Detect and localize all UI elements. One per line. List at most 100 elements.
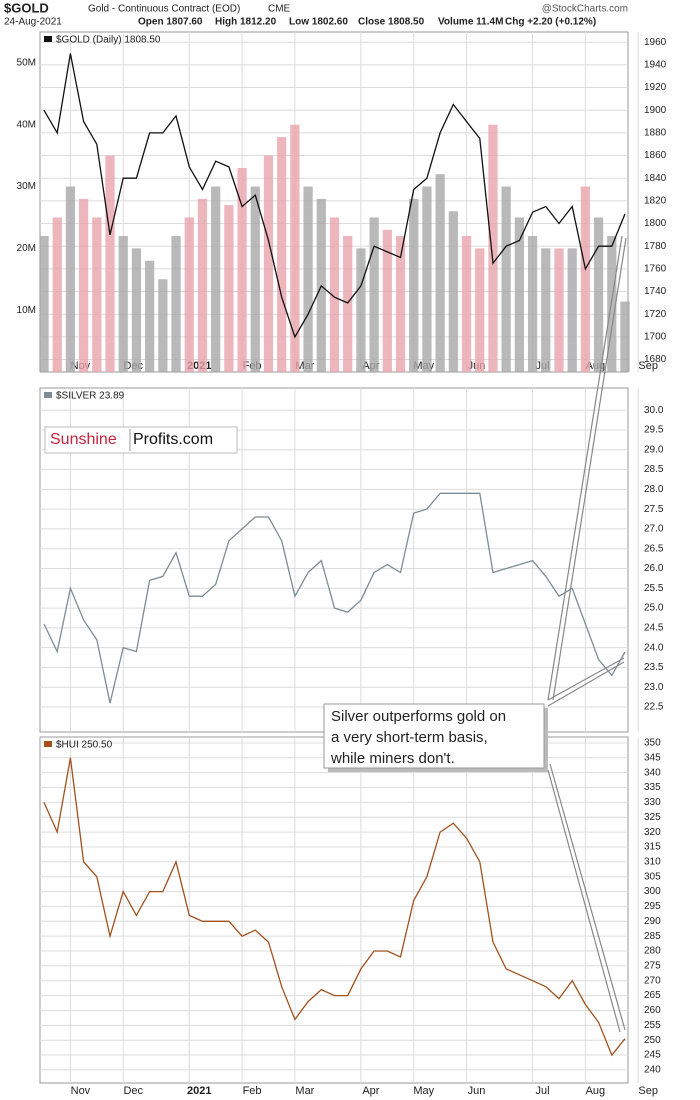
y-tick-label: 1680 — [644, 354, 667, 365]
y-tick-label: 1780 — [644, 241, 667, 252]
y-tick-label: 1880 — [644, 128, 667, 139]
y-tick-label: 1820 — [644, 196, 667, 207]
volume-tick-label: 30M — [17, 181, 36, 192]
x-tick-label: Aug — [586, 1085, 606, 1097]
volume-bar — [145, 260, 155, 372]
y-tick-label: 1720 — [644, 309, 667, 320]
volume-bar — [527, 236, 538, 372]
y-tick-label: 1700 — [644, 332, 667, 343]
symbol: $GOLD — [4, 0, 49, 15]
volume-bar — [237, 168, 247, 372]
y-tick-label: 24.5 — [644, 623, 664, 634]
volume-bar — [329, 217, 340, 372]
y-tick-label: 1800 — [644, 218, 667, 229]
volume-bar — [65, 186, 76, 372]
volume-bar — [250, 186, 260, 372]
y-tick-label: 28.0 — [644, 484, 664, 495]
price-line — [43, 492, 626, 704]
volume-bar — [118, 236, 128, 372]
x-tick-label: Sep — [638, 360, 658, 372]
high: High 1812.20 — [215, 17, 277, 28]
volume-tick-label: 40M — [17, 119, 36, 130]
y-tick-label: 29.0 — [644, 444, 664, 455]
volume-bar — [409, 198, 419, 372]
volume-bar — [514, 217, 524, 372]
price-line — [43, 757, 626, 1057]
volume-bar — [541, 248, 551, 372]
y-tick-label: 300 — [644, 886, 661, 897]
legend-swatch — [44, 392, 52, 398]
y-tick-label: 27.0 — [644, 524, 664, 535]
pane-frame — [39, 736, 629, 1084]
volume-tick-label: 50M — [17, 58, 36, 69]
y-tick-label: 28.5 — [644, 464, 664, 475]
volume-bar — [580, 186, 591, 372]
y-tick-label: 1840 — [644, 173, 667, 184]
legend-label: $SILVER 23.89 — [56, 391, 125, 402]
x-tick-label: Apr — [362, 1085, 379, 1097]
y-tick-label: 25.5 — [644, 583, 664, 594]
pointer — [552, 237, 627, 701]
volume-bar — [395, 236, 406, 372]
volume-bar — [52, 217, 62, 372]
x-tick-label: 2021 — [187, 1085, 211, 1097]
volume-bar — [501, 186, 511, 372]
y-tick-label: 1940 — [644, 60, 667, 71]
y-tick-label: 280 — [644, 946, 661, 957]
annotation-line: Silver outperforms gold on — [331, 708, 506, 725]
pointer — [547, 657, 625, 701]
y-tick-label: 330 — [644, 797, 661, 808]
y-tick-label: 29.5 — [644, 425, 664, 436]
date: 24-Aug-2021 — [4, 17, 62, 28]
volume-bar — [131, 248, 142, 372]
legend-swatch — [44, 36, 52, 42]
annotation-line: while miners don't. — [330, 750, 455, 767]
volume-bar — [567, 248, 577, 372]
y-tick-label: 290 — [644, 916, 661, 927]
y-tick-label: 1900 — [644, 105, 667, 116]
pointer — [549, 763, 626, 1031]
y-tick-label: 255 — [644, 1020, 661, 1031]
volume-bar — [461, 236, 472, 372]
y-tick-label: 260 — [644, 1005, 661, 1016]
x-tick-label: Jun — [468, 1085, 486, 1097]
x-tick-label: Sep — [638, 1085, 658, 1097]
y-tick-label: 27.5 — [644, 504, 664, 515]
volume-bar — [290, 124, 300, 373]
y-tick-label: 250 — [644, 1035, 661, 1046]
annotation-box — [323, 703, 545, 769]
y-tick-label: 245 — [644, 1050, 661, 1061]
volume-bar — [211, 186, 221, 372]
x-tick-label: Mar — [295, 1085, 314, 1097]
y-tick-label: 340 — [644, 767, 661, 778]
change: Chg +2.20 (+0.12%) — [505, 17, 596, 28]
volume-tick-label: 20M — [17, 243, 36, 254]
volume-bar — [475, 248, 485, 372]
volume-bar — [224, 205, 234, 372]
y-tick-label: 275 — [644, 961, 661, 972]
annotation-line: a very short-term basis, — [331, 729, 488, 746]
y-tick-label: 1740 — [644, 286, 667, 297]
volume-bar — [92, 217, 102, 372]
volume-tick-label: 10M — [17, 305, 36, 316]
x-tick-label: Nov — [71, 1085, 91, 1097]
volume-bar — [39, 236, 49, 372]
volume-bar — [197, 198, 208, 372]
open: Open 1807.60 — [138, 17, 203, 28]
volume-bar — [303, 186, 313, 372]
volume-bar — [422, 186, 432, 372]
panes: NovDec2021FebMarAprMayJunJulAugSep168017… — [17, 31, 667, 1097]
y-tick-label: 320 — [644, 827, 661, 838]
y-tick-label: 1860 — [644, 150, 667, 161]
volume-bar — [356, 248, 366, 372]
price-line — [43, 53, 626, 339]
y-tick-label: 26.5 — [644, 543, 664, 554]
annotation: Silver outperforms gold on a very short-… — [323, 703, 548, 772]
volume-bar — [620, 301, 630, 372]
pointer — [547, 769, 621, 1033]
exchange: CME — [268, 4, 291, 15]
volume-bar — [369, 217, 379, 372]
y-tick-label: 1920 — [644, 82, 667, 93]
x-tick-label: Dec — [123, 1085, 143, 1097]
